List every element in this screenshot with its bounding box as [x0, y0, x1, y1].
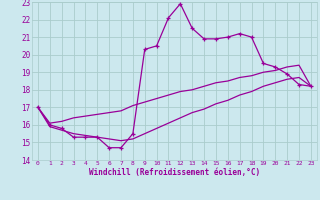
X-axis label: Windchill (Refroidissement éolien,°C): Windchill (Refroidissement éolien,°C) [89, 168, 260, 177]
